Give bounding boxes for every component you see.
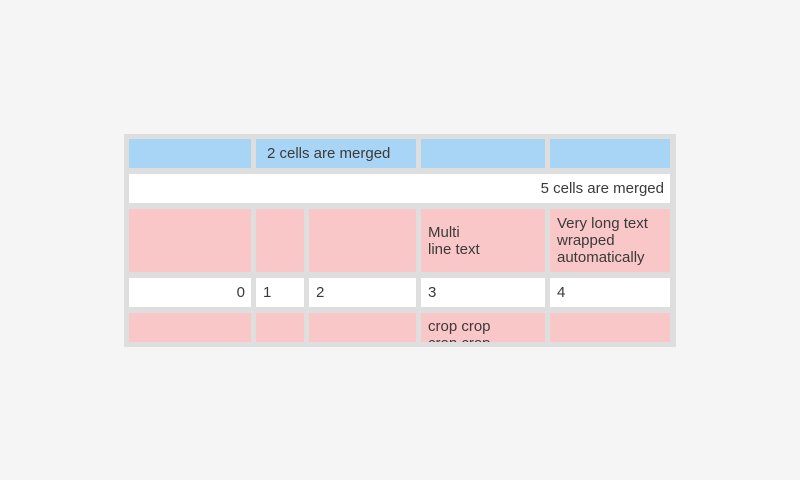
cell-r3c1[interactable]: [129, 209, 251, 272]
cropped-text-cell[interactable]: crop crop crop crop: [421, 313, 545, 342]
cell-r1c4[interactable]: [421, 139, 545, 168]
cell-r1c1[interactable]: [129, 139, 251, 168]
cell-r4c1[interactable]: 0: [129, 278, 251, 307]
cell-r4c4[interactable]: 3: [421, 278, 545, 307]
cell-r3c2[interactable]: [256, 209, 304, 272]
merged-cell-5[interactable]: 5 cells are merged: [129, 174, 670, 203]
cell-r3c3[interactable]: [309, 209, 416, 272]
cell-r5c3[interactable]: [309, 313, 416, 342]
demo-table[interactable]: 2 cells are merged 5 cells are merged Mu…: [124, 134, 676, 347]
cell-r4c3[interactable]: 2: [309, 278, 416, 307]
cell-r5c2[interactable]: [256, 313, 304, 342]
cell-r1c5[interactable]: [550, 139, 670, 168]
merged-cell-2[interactable]: 2 cells are merged: [256, 139, 416, 168]
cell-r4c5[interactable]: 4: [550, 278, 670, 307]
wrapped-text: Very long text wrapped automatically: [557, 215, 648, 266]
cell-r4c2[interactable]: 1: [256, 278, 304, 307]
wrapped-text-cell[interactable]: Very long text wrapped automatically: [550, 209, 670, 272]
cropped-text: crop crop crop crop: [428, 318, 491, 342]
multiline-cell[interactable]: Multi line text: [421, 209, 545, 272]
cell-r5c1[interactable]: [129, 313, 251, 342]
cell-r5c5[interactable]: [550, 313, 670, 342]
